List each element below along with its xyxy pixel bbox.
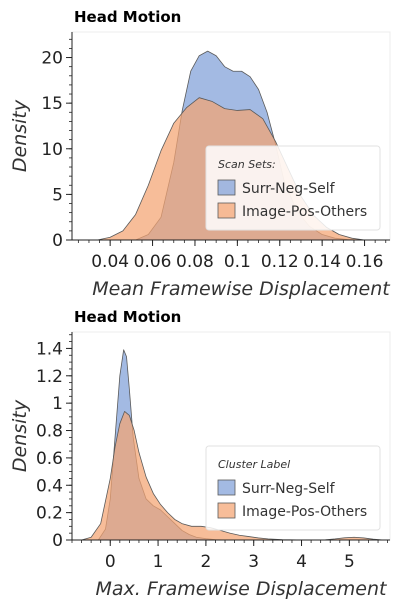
x-tick-label: 1 [153, 552, 164, 572]
x-tick-label: 4 [296, 552, 307, 572]
legend-swatch [217, 502, 236, 519]
y-axis-label: Density [9, 399, 31, 472]
y-tick-label: 15 [41, 94, 63, 114]
x-tick-label: 2 [200, 552, 211, 572]
y-tick-label: 20 [41, 49, 63, 69]
y-tick-label: 0.6 [36, 449, 63, 469]
x-tick-label: 5 [344, 552, 355, 572]
chart-top: 0.04 0.06 0.08 0.1 0.12 0.14 0.16 0 5 10 15 20 Mean … [9, 31, 391, 300]
legend-entry: Surr-Neg-Self [242, 481, 336, 497]
legend-swatch [217, 179, 236, 196]
y-tick-label: 10 [41, 140, 63, 160]
legend-title: Cluster Label [218, 458, 290, 471]
y-tick-label: 5 [52, 185, 63, 205]
chart-bottom: 0 1 2 3 4 5 0 0.2 0.4 0.6 0.8 1 1.2 1.4 Max. Framewise… [9, 331, 391, 600]
x-tick-label: 0 [105, 552, 116, 572]
y-tick-label: 0.4 [36, 476, 63, 496]
legend-entry: Image-Pos-Others [242, 204, 367, 220]
x-tick-label: 0.08 [176, 252, 214, 272]
x-axis-label: Max. Framewise Displacement [95, 578, 388, 600]
chart-title-top: Head Motion [74, 8, 182, 26]
y-tick-label: 1.2 [36, 367, 63, 387]
x-tick-label: 0.12 [261, 252, 299, 272]
x-tick-label: 0.14 [303, 252, 341, 272]
x-axis-label: Mean Framewise Displacement [92, 278, 391, 300]
y-tick-label: 0 [52, 531, 63, 551]
y-tick-label: 1.4 [36, 339, 63, 359]
x-tick-label: 0.04 [91, 252, 129, 272]
chart-title-bottom: Head Motion [74, 308, 182, 326]
legend-box [205, 145, 381, 231]
x-tick-label: 3 [248, 552, 259, 572]
y-tick-label: 0 [52, 231, 63, 251]
y-axis-label: Density [9, 99, 31, 172]
legend-box [205, 445, 381, 531]
legend-swatch [217, 479, 236, 496]
legend: Cluster Label Surr-Neg-Self Image-Pos-Othe… [205, 445, 381, 531]
legend-swatch [217, 202, 236, 219]
legend-entry: Surr-Neg-Self [242, 181, 336, 197]
y-tick-label: 0.8 [36, 422, 63, 442]
x-tick-label: 0.16 [346, 252, 384, 272]
legend: Scan Sets: Surr-Neg-Self Image-Pos-Others [205, 145, 381, 231]
legend-entry: Image-Pos-Others [242, 504, 367, 520]
y-tick-label: 0.2 [36, 504, 63, 524]
legend-title: Scan Sets: [218, 158, 276, 171]
x-tick-label: 0.1 [224, 252, 251, 272]
y-tick-label: 1 [52, 394, 63, 414]
x-tick-label: 0.06 [134, 252, 172, 272]
